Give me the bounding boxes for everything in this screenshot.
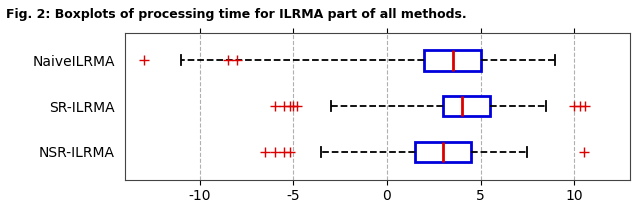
PathPatch shape — [424, 50, 481, 71]
PathPatch shape — [443, 96, 490, 116]
Text: Fig. 2: Boxplots of processing time for ILRMA part of all methods.: Fig. 2: Boxplots of processing time for … — [6, 8, 467, 21]
PathPatch shape — [415, 142, 471, 162]
